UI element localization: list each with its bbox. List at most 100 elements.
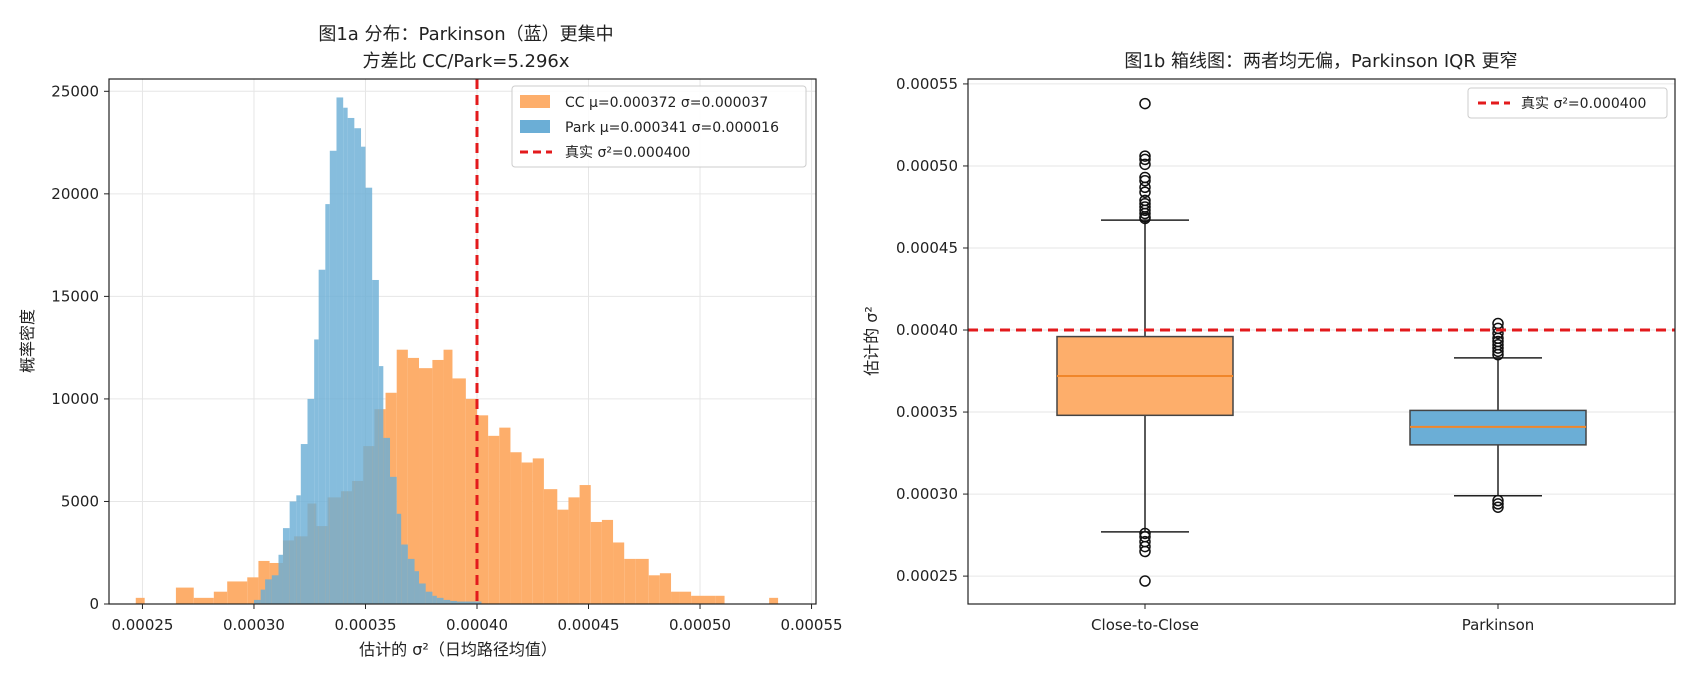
box-outlier: [1139, 181, 1151, 194]
hist-title-line2: 方差比 CC/Park=5.296x: [362, 51, 569, 72]
hist-bar-cc: [476, 415, 489, 604]
hist-bar-park: [390, 476, 397, 604]
box-y-tick-label: 0.00040: [896, 321, 958, 339]
hist-bar-cc: [258, 560, 270, 604]
hist-bar-park: [289, 501, 297, 604]
hist-legend-label-true: 真实 σ²=0.000400: [565, 145, 690, 161]
hist-bar-cc: [443, 349, 453, 604]
hist-bar-cc: [613, 542, 625, 604]
hist-bar-cc: [704, 595, 716, 604]
hist-bar-park: [456, 601, 482, 604]
hist-y-tick-label: 0: [89, 595, 99, 613]
hist-bar-park: [436, 597, 444, 604]
hist-bar-cc: [590, 521, 602, 604]
hist-bar-park: [271, 575, 279, 604]
boxplot-panel: 图1b 箱线图：两者均无偏，Parkinson IQR 更窄 0.000250.…: [862, 51, 1676, 634]
hist-x-tick-label: 0.00025: [111, 616, 173, 634]
hist-bar-park: [425, 591, 433, 604]
hist-legend-label-park: Park μ=0.000341 σ=0.000016: [565, 120, 779, 136]
box-legend-label-true: 真实 σ²=0.000400: [1521, 96, 1646, 112]
hist-bar-cc: [557, 509, 569, 604]
box-outlier: [1139, 575, 1151, 587]
box-outlier: [1139, 153, 1151, 166]
box-outlier: [1492, 327, 1504, 340]
histogram-panel: 图1a 分布：Parkinson（蓝）更集中 方差比 CC/Park=5.296…: [18, 24, 843, 659]
hist-bar-park: [372, 279, 379, 604]
hist-bar-park: [278, 554, 283, 604]
box-y-tick-label: 0.00045: [896, 239, 958, 257]
hist-bar-cc: [679, 591, 692, 604]
hist-bar-cc: [579, 485, 591, 604]
hist-bar-cc: [247, 577, 259, 604]
hist-bar-park: [396, 513, 402, 604]
hist-bar-cc: [521, 462, 533, 604]
hist-bar-cc: [568, 497, 580, 604]
hist-bar-park: [282, 528, 290, 604]
box-outlier: [1139, 150, 1151, 162]
hist-bar-cc: [671, 591, 680, 604]
box-outlier: [1492, 348, 1504, 361]
hist-y-tick-label: 15000: [51, 287, 99, 305]
box-outlier: [1139, 158, 1151, 171]
hist-bar-park: [361, 146, 366, 604]
hist-legend-label-cc: CC μ=0.000372 σ=0.000037: [565, 95, 768, 111]
hist-y-axis-label: 概率密度: [18, 309, 37, 373]
hist-plot-frame: [108, 78, 817, 605]
hist-bar-park: [253, 599, 261, 604]
hist-bar-park: [419, 583, 426, 604]
box-series: [1056, 97, 1587, 587]
hist-bar-park: [265, 579, 272, 604]
hist-x-ticks: 0.00025 0.00030 0.00035 0.00040 0.00045 0.000…: [111, 604, 843, 634]
hist-legend-swatch-park: [520, 120, 550, 133]
hist-x-tick-label: 0.00035: [334, 616, 396, 634]
hist-bar-cc: [135, 597, 145, 604]
box-outlier: [1139, 174, 1151, 187]
box-y-ticks: 0.00025 0.00030 0.00035 0.00040 0.00045 0.000…: [896, 75, 968, 585]
hist-bar-cc: [407, 357, 420, 604]
hist-bar-park: [407, 558, 415, 604]
hist-bar-cc: [465, 398, 477, 604]
hist-bar-cc: [769, 597, 779, 604]
hist-bar-cc: [543, 489, 558, 604]
box-title: 图1b 箱线图：两者均无偏，Parkinson IQR 更窄: [1124, 51, 1517, 72]
box-outlier: [1139, 212, 1151, 225]
hist-bar-park: [443, 599, 451, 604]
hist-bar-park: [329, 150, 337, 604]
hist-bar-park: [450, 600, 457, 604]
hist-bar-park: [347, 117, 355, 604]
hist-bar-park: [378, 366, 384, 604]
hist-bar-park: [300, 444, 308, 604]
box-outlier: [1492, 501, 1504, 513]
hist-bar-cc: [532, 458, 544, 604]
box-outlier: [1139, 527, 1151, 540]
hist-bar-park: [401, 544, 408, 604]
hist-legend-frame: [511, 85, 807, 168]
box-x-ticks: Close-to-Close Parkinson: [1091, 604, 1534, 634]
hist-bar-cc: [227, 581, 248, 604]
hist-bar-park: [343, 107, 348, 604]
box-y-tick-label: 0.00035: [896, 403, 958, 421]
hist-bar-cc: [659, 573, 672, 604]
box-outlier: [1492, 342, 1504, 354]
hist-bar-cc: [715, 595, 725, 604]
box-plot-frame: [967, 78, 1676, 605]
hist-bar-cc: [452, 378, 466, 604]
box-outlier: [1492, 345, 1504, 358]
hist-legend-swatch-cc: [520, 95, 550, 108]
hist-bar-cc: [510, 452, 522, 604]
hist-x-tick-label: 0.00045: [557, 616, 619, 634]
hist-series-park: [253, 97, 482, 604]
hist-bar-park: [354, 128, 362, 604]
hist-title-line1: 图1a 分布：Parkinson（蓝）更集中: [318, 24, 613, 45]
box-y-tick-label: 0.00055: [896, 75, 958, 93]
hist-bar-park: [432, 595, 437, 604]
hist-y-tick-label: 20000: [51, 185, 99, 203]
box-y-axis-label: 估计的 σ²: [862, 306, 881, 376]
hist-bar-cc: [488, 435, 500, 604]
hist-bar-cc: [419, 368, 433, 604]
box-y-tick-label: 0.00050: [896, 157, 958, 175]
box-outlier: [1492, 498, 1504, 510]
hist-bar-cc: [624, 558, 636, 604]
box-outlier: [1139, 545, 1151, 558]
